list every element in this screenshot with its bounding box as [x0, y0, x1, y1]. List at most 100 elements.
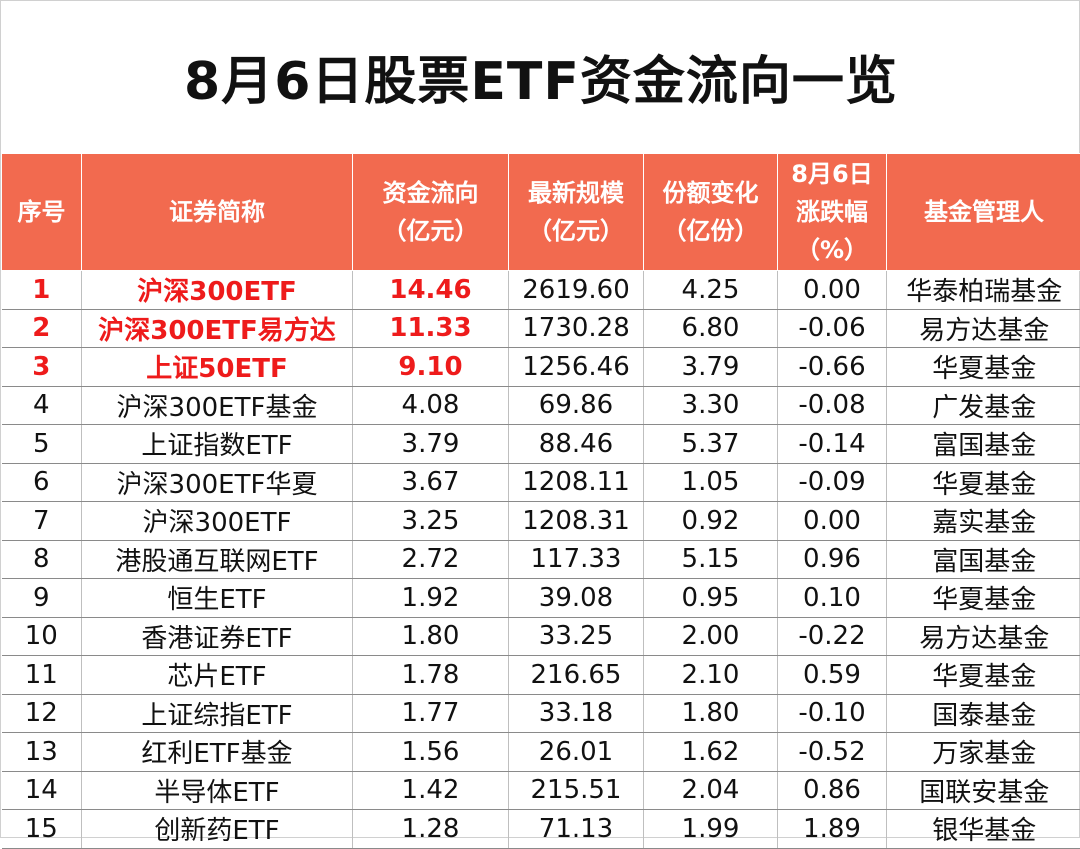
cell-name: 上证指数ETF — [82, 425, 353, 464]
cell-scale: 88.46 — [509, 425, 644, 464]
cell-flow: 1.42 — [353, 771, 509, 810]
cell-manager: 嘉实基金 — [887, 502, 1080, 541]
cell-manager: 富国基金 — [887, 540, 1080, 579]
cell-index: 14 — [2, 771, 82, 810]
cell-index: 15 — [2, 810, 82, 849]
cell-index: 6 — [2, 463, 82, 502]
etf-flow-table: 序号 证券简称 资金流向 （亿元） 最新规模 （亿元） 份额变化 （亿份） — [1, 153, 1080, 849]
cell-index: 8 — [2, 540, 82, 579]
cell-manager: 易方达基金 — [887, 617, 1080, 656]
cell-name: 上证50ETF — [82, 348, 353, 387]
cell-share-change: 1.99 — [644, 810, 778, 849]
cell-change-pct: -0.08 — [778, 386, 887, 425]
cell-flow: 1.80 — [353, 617, 509, 656]
header-index: 序号 — [2, 154, 82, 271]
cell-name: 恒生ETF — [82, 579, 353, 618]
header-share-change: 份额变化 （亿份） — [644, 154, 778, 271]
cell-manager: 国泰基金 — [887, 694, 1080, 733]
cell-flow: 14.46 — [353, 271, 509, 310]
cell-flow: 9.10 — [353, 348, 509, 387]
cell-index: 3 — [2, 348, 82, 387]
header-scale: 最新规模 （亿元） — [509, 154, 644, 271]
cell-flow: 1.92 — [353, 579, 509, 618]
cell-scale: 1256.46 — [509, 348, 644, 387]
cell-flow: 1.28 — [353, 810, 509, 849]
cell-share-change: 3.79 — [644, 348, 778, 387]
cell-share-change: 2.04 — [644, 771, 778, 810]
cell-scale: 2619.60 — [509, 271, 644, 310]
cell-scale: 117.33 — [509, 540, 644, 579]
cell-manager: 广发基金 — [887, 386, 1080, 425]
cell-name: 沪深300ETF华夏 — [82, 463, 353, 502]
cell-share-change: 1.05 — [644, 463, 778, 502]
cell-manager: 华夏基金 — [887, 656, 1080, 695]
cell-name: 红利ETF基金 — [82, 733, 353, 772]
cell-share-change: 4.25 — [644, 271, 778, 310]
cell-flow: 11.33 — [353, 309, 509, 348]
page-title: 8月6日股票ETF资金流向一览 — [1, 39, 1080, 114]
cell-flow: 3.25 — [353, 502, 509, 541]
cell-manager: 国联安基金 — [887, 771, 1080, 810]
cell-manager: 银华基金 — [887, 810, 1080, 849]
cell-manager: 万家基金 — [887, 733, 1080, 772]
cell-name: 芯片ETF — [82, 656, 353, 695]
cell-change-pct: 0.10 — [778, 579, 887, 618]
cell-flow: 1.56 — [353, 733, 509, 772]
cell-change-pct: 0.96 — [778, 540, 887, 579]
cell-manager: 易方达基金 — [887, 309, 1080, 348]
cell-index: 12 — [2, 694, 82, 733]
cell-share-change: 2.10 — [644, 656, 778, 695]
cell-flow: 1.77 — [353, 694, 509, 733]
cell-index: 11 — [2, 656, 82, 695]
cell-manager: 华夏基金 — [887, 348, 1080, 387]
cell-change-pct: -0.14 — [778, 425, 887, 464]
cell-scale: 215.51 — [509, 771, 644, 810]
cell-index: 1 — [2, 271, 82, 310]
cell-share-change: 1.62 — [644, 733, 778, 772]
cell-flow: 1.78 — [353, 656, 509, 695]
cell-index: 5 — [2, 425, 82, 464]
cell-change-pct: 0.00 — [778, 271, 887, 310]
cell-change-pct: 1.89 — [778, 810, 887, 849]
cell-change-pct: -0.52 — [778, 733, 887, 772]
header-flow: 资金流向 （亿元） — [353, 154, 509, 271]
cell-share-change: 5.15 — [644, 540, 778, 579]
cell-scale: 33.25 — [509, 617, 644, 656]
cell-scale: 39.08 — [509, 579, 644, 618]
cell-name: 沪深300ETF — [82, 502, 353, 541]
cell-change-pct: -0.09 — [778, 463, 887, 502]
cell-flow: 3.79 — [353, 425, 509, 464]
cell-scale: 1730.28 — [509, 309, 644, 348]
cell-flow: 3.67 — [353, 463, 509, 502]
cell-flow: 4.08 — [353, 386, 509, 425]
cell-index: 10 — [2, 617, 82, 656]
cell-index: 4 — [2, 386, 82, 425]
header-change-pct: 8月6日 涨跌幅 （%） — [778, 154, 887, 271]
cell-name: 上证综指ETF — [82, 694, 353, 733]
cell-scale: 69.86 — [509, 386, 644, 425]
cell-share-change: 5.37 — [644, 425, 778, 464]
cell-name: 沪深300ETF易方达 — [82, 309, 353, 348]
cell-change-pct: 0.86 — [778, 771, 887, 810]
cell-change-pct: 0.59 — [778, 656, 887, 695]
cell-scale: 1208.11 — [509, 463, 644, 502]
cell-share-change: 1.80 — [644, 694, 778, 733]
cell-share-change: 3.30 — [644, 386, 778, 425]
cell-flow: 2.72 — [353, 540, 509, 579]
cell-scale: 216.65 — [509, 656, 644, 695]
cell-share-change: 0.92 — [644, 502, 778, 541]
